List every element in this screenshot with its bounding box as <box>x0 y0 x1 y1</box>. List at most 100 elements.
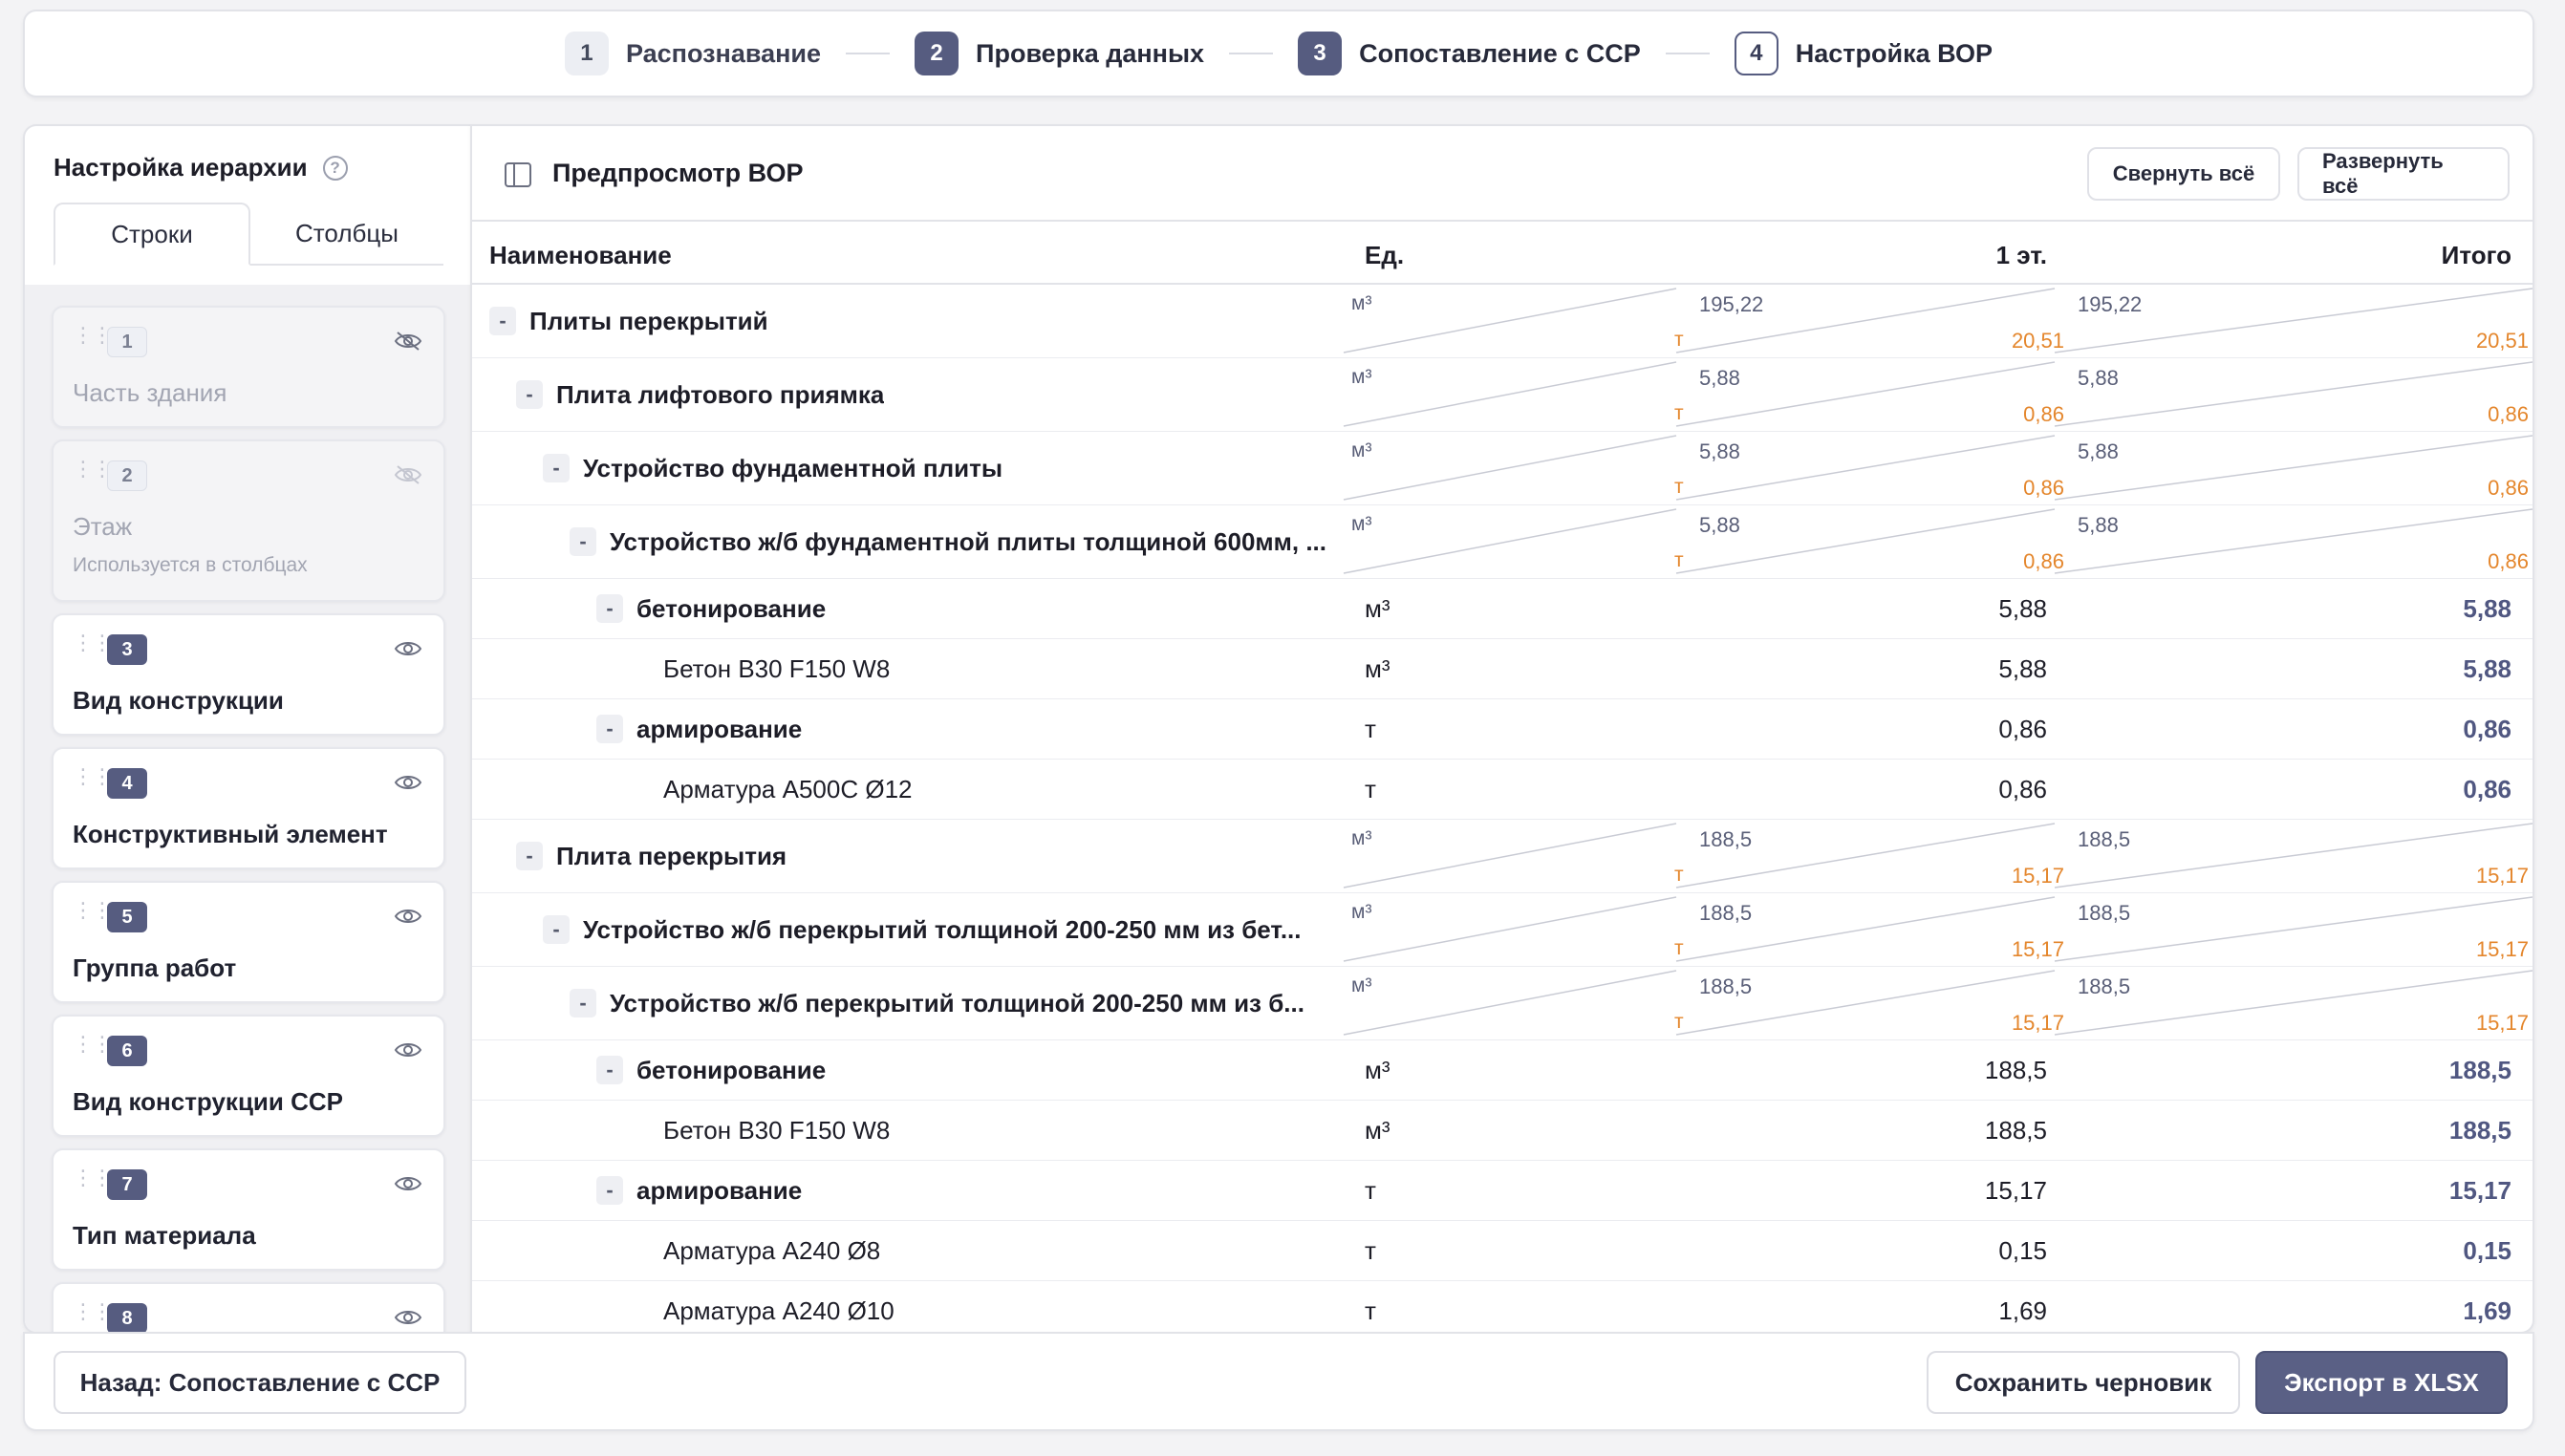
step-ssr-matching[interactable]: 3 Сопоставление с ССР <box>1298 32 1641 75</box>
collapse-toggle[interactable]: - <box>596 1056 623 1084</box>
unit-cell: т <box>1365 1175 1376 1205</box>
tab-columns[interactable]: Столбцы <box>295 218 399 247</box>
hierarchy-level-card[interactable]: ⋮⋮ 4 Конструктивный элемент <box>52 747 445 869</box>
step-data-check[interactable]: 2 Проверка данных <box>915 32 1204 75</box>
unit-secondary: т <box>1674 476 1684 498</box>
column-header-total[interactable]: Итого <box>2441 241 2511 269</box>
collapse-toggle[interactable]: - <box>516 842 543 870</box>
table-row[interactable]: - бетонирование м³ 5,88 5,88 <box>472 579 2533 639</box>
drag-handle-icon[interactable]: ⋮⋮ <box>73 1166 113 1189</box>
unit-cell: м³ <box>1365 593 1390 623</box>
help-icon[interactable]: ? <box>322 155 348 181</box>
column-header-unit[interactable]: Ед. <box>1365 241 1405 269</box>
table-row[interactable]: - армирование т 0,86 0,86 <box>472 699 2533 760</box>
split-cell-diagonals <box>1343 288 2533 353</box>
table-row[interactable]: - Устройство ж/б перекрытий толщиной 200-… <box>472 967 2533 1040</box>
save-draft-button[interactable]: Сохранить черновик <box>1927 1351 2240 1414</box>
level-name: Конструктивный элемент <box>73 820 388 848</box>
drag-handle-icon[interactable]: ⋮⋮ <box>73 631 113 654</box>
table-row[interactable]: Бетон B30 F150 W8 м³ 5,88 5,88 <box>472 639 2533 699</box>
floor-value-secondary: 15,17 <box>2011 864 2064 888</box>
table-row[interactable]: - Устройство ж/б перекрытий толщиной 200-… <box>472 893 2533 967</box>
table-row[interactable]: - Плита лифтового приямка м³ т 5,88 0,86 5,88 0… <box>472 358 2533 432</box>
row-name: Арматура A240 Ø10 <box>663 1295 895 1325</box>
collapse-toggle[interactable]: - <box>543 915 570 944</box>
column-header-floor[interactable]: 1 эт. <box>1995 241 2047 269</box>
step-recognition[interactable]: 1 Распознавание <box>564 32 821 75</box>
back-button[interactable]: Назад: Сопоставление с ССР <box>54 1351 466 1414</box>
row-name: бетонирование <box>636 1055 827 1084</box>
panel-title: Настройка иерархии <box>54 153 308 182</box>
table-row[interactable]: Арматура A240 Ø10 т 1,69 1,69 <box>472 1281 2533 1332</box>
total-value-primary: 188,5 <box>2078 974 2131 998</box>
table-row[interactable]: Арматура A500C Ø12 т 0,86 0,86 <box>472 760 2533 820</box>
total-value-cell: 0,15 <box>2463 1235 2511 1265</box>
hierarchy-level-card[interactable]: ⋮⋮ 3 Вид конструкции <box>52 613 445 736</box>
collapse-toggle[interactable]: - <box>570 989 596 1017</box>
row-name: Плиты перекрытий <box>529 306 768 335</box>
hierarchy-level-card[interactable]: ⋮⋮ 2 Этаж Используется в столбцах <box>52 439 445 602</box>
floor-value-primary: 195,22 <box>1699 292 1764 316</box>
floor-value-cell: 188,5 <box>1984 1055 2047 1084</box>
hierarchy-level-card[interactable]: ⋮⋮ 5 Группа работ <box>52 881 445 1003</box>
table-row[interactable]: - бетонирование м³ 188,5 188,5 <box>472 1040 2533 1101</box>
eye-icon[interactable] <box>394 772 422 793</box>
table-row[interactable]: - армирование т 15,17 15,17 <box>472 1161 2533 1221</box>
drag-handle-icon[interactable]: ⋮⋮ <box>73 457 113 481</box>
split-cell-diagonals <box>1343 508 2533 574</box>
split-cell-diagonals <box>1343 896 2533 962</box>
total-value-secondary: 15,17 <box>2475 1011 2529 1035</box>
eye-icon[interactable] <box>394 1173 422 1194</box>
total-value-secondary: 20,51 <box>2475 329 2529 353</box>
table-row[interactable]: - Устройство фундаментной плиты м³ т 5,88 0,8… <box>472 432 2533 505</box>
table-row[interactable]: - Плиты перекрытий м³ т 195,22 20,51 195,22 20,… <box>472 285 2533 358</box>
eye-off-icon[interactable] <box>394 464 422 485</box>
eye-icon[interactable] <box>394 638 422 659</box>
eye-icon[interactable] <box>394 1039 422 1060</box>
hierarchy-level-card[interactable]: ⋮⋮ 6 Вид конструкции ССР <box>52 1015 445 1137</box>
table-row[interactable]: - Плита перекрытия м³ т 188,5 15,17 188,5 15,17 <box>472 820 2533 893</box>
collapse-all-button[interactable]: Свернуть всё <box>2087 147 2280 201</box>
drag-handle-icon[interactable]: ⋮⋮ <box>73 764 113 788</box>
drag-handle-icon[interactable]: ⋮⋮ <box>73 1032 113 1056</box>
table-row[interactable]: - Устройство ж/б фундаментной плиты толщи… <box>472 505 2533 579</box>
footer-bar: Назад: Сопоставление с ССР Сохранить чер… <box>23 1332 2534 1431</box>
drag-handle-icon[interactable]: ⋮⋮ <box>73 323 113 347</box>
total-value-cell: 0,86 <box>2463 714 2511 743</box>
unit-cell: т <box>1365 1235 1376 1265</box>
table-row[interactable]: Бетон B30 F150 W8 м³ 188,5 188,5 <box>472 1101 2533 1161</box>
step-number: 4 <box>1734 32 1778 75</box>
total-value-secondary: 0,86 <box>2488 402 2529 426</box>
collapse-toggle[interactable]: - <box>596 1176 623 1205</box>
floor-value-cell: 5,88 <box>1998 653 2047 683</box>
collapse-toggle[interactable]: - <box>596 715 623 743</box>
level-note: Используется в столбцах <box>73 554 308 576</box>
sidebar-toggle-icon[interactable] <box>505 162 531 187</box>
collapse-toggle[interactable]: - <box>596 594 623 623</box>
floor-value-primary: 188,5 <box>1699 974 1753 998</box>
collapse-toggle[interactable]: - <box>489 307 516 335</box>
row-name: Устройство ж/б фундаментной плиты толщин… <box>610 526 1327 556</box>
expand-all-button[interactable]: Развернуть всё <box>2297 147 2510 201</box>
eye-off-icon[interactable] <box>394 331 422 352</box>
collapse-toggle[interactable]: - <box>570 527 596 556</box>
step-number: 2 <box>915 32 959 75</box>
collapse-toggle[interactable]: - <box>543 454 570 482</box>
total-value-primary: 188,5 <box>2078 901 2131 925</box>
level-number: 7 <box>107 1169 147 1200</box>
drag-handle-icon[interactable]: ⋮⋮ <box>73 898 113 922</box>
drag-handle-icon[interactable]: ⋮⋮ <box>73 1299 113 1323</box>
hierarchy-level-card[interactable]: ⋮⋮ 8 <box>52 1282 445 1332</box>
export-xlsx-button[interactable]: Экспорт в XLSX <box>2255 1351 2508 1414</box>
hierarchy-level-card[interactable]: ⋮⋮ 7 Тип материала <box>52 1148 445 1271</box>
step-vor-settings[interactable]: 4 Настройка ВОР <box>1734 32 1993 75</box>
eye-icon[interactable] <box>394 906 422 927</box>
collapse-toggle[interactable]: - <box>516 380 543 409</box>
table-row[interactable]: Арматура A240 Ø8 т 0,15 0,15 <box>472 1221 2533 1281</box>
eye-icon[interactable] <box>394 1307 422 1328</box>
hierarchy-level-card[interactable]: ⋮⋮ 1 Часть здания <box>52 306 445 428</box>
row-name: Плита лифтового приямка <box>556 379 885 409</box>
tab-rows[interactable]: Строки <box>54 203 250 266</box>
column-header-name[interactable]: Наименование <box>489 241 672 269</box>
row-name: Бетон B30 F150 W8 <box>663 653 891 683</box>
